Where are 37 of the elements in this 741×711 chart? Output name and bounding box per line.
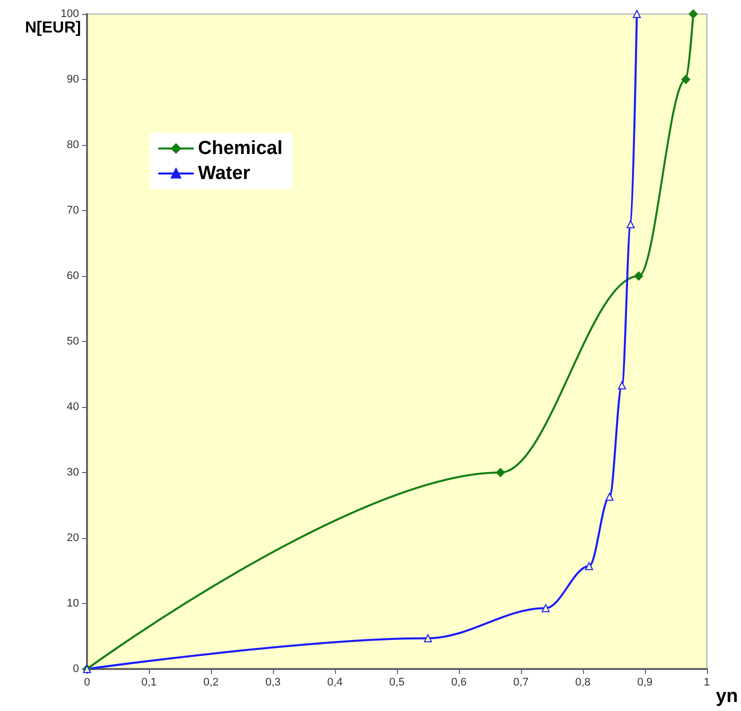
y-tick-label: 30: [66, 466, 79, 478]
point: [632, 10, 641, 18]
y-tick-label: 50: [66, 336, 79, 348]
point: [681, 75, 690, 84]
legend-label: Chemical: [198, 138, 282, 159]
y-tick-label: 20: [66, 532, 79, 544]
x-tick-label: 0,8: [575, 676, 591, 688]
point: [606, 492, 614, 501]
point: [688, 10, 698, 18]
x-tick-label: 1: [704, 676, 710, 688]
point: [618, 381, 626, 390]
legend-label: Water: [198, 163, 251, 184]
x-tick-label: 0: [84, 676, 90, 688]
y-axis-title: N[EUR]: [25, 20, 81, 36]
x-tick-label: 0,1: [141, 676, 157, 688]
x-tick-label: 0,6: [451, 676, 467, 688]
point: [496, 468, 505, 477]
y-tick-label: 100: [60, 8, 79, 20]
y-tick-label: 70: [66, 204, 79, 216]
x-tick-label: 0,7: [513, 676, 529, 688]
y-tick-label: 80: [66, 139, 79, 151]
y-tick-label: 60: [66, 270, 79, 282]
point: [542, 604, 550, 612]
point: [424, 634, 432, 642]
y-tick-label: 90: [66, 74, 79, 86]
x-axis-title: yn: [716, 686, 738, 707]
x-tick-label: 0,5: [389, 676, 405, 688]
x-tick-label: 0,9: [637, 676, 653, 688]
x-tick-label: 0,3: [265, 676, 281, 688]
y-tick-label: 0: [72, 663, 79, 675]
x-tick-label: 0,2: [203, 676, 219, 688]
y-tick-label: 10: [66, 598, 79, 610]
x-tick-label: 0,4: [327, 676, 343, 688]
point: [585, 562, 594, 570]
point: [634, 272, 644, 280]
point: [626, 220, 635, 228]
y-tick-label: 40: [66, 401, 79, 413]
